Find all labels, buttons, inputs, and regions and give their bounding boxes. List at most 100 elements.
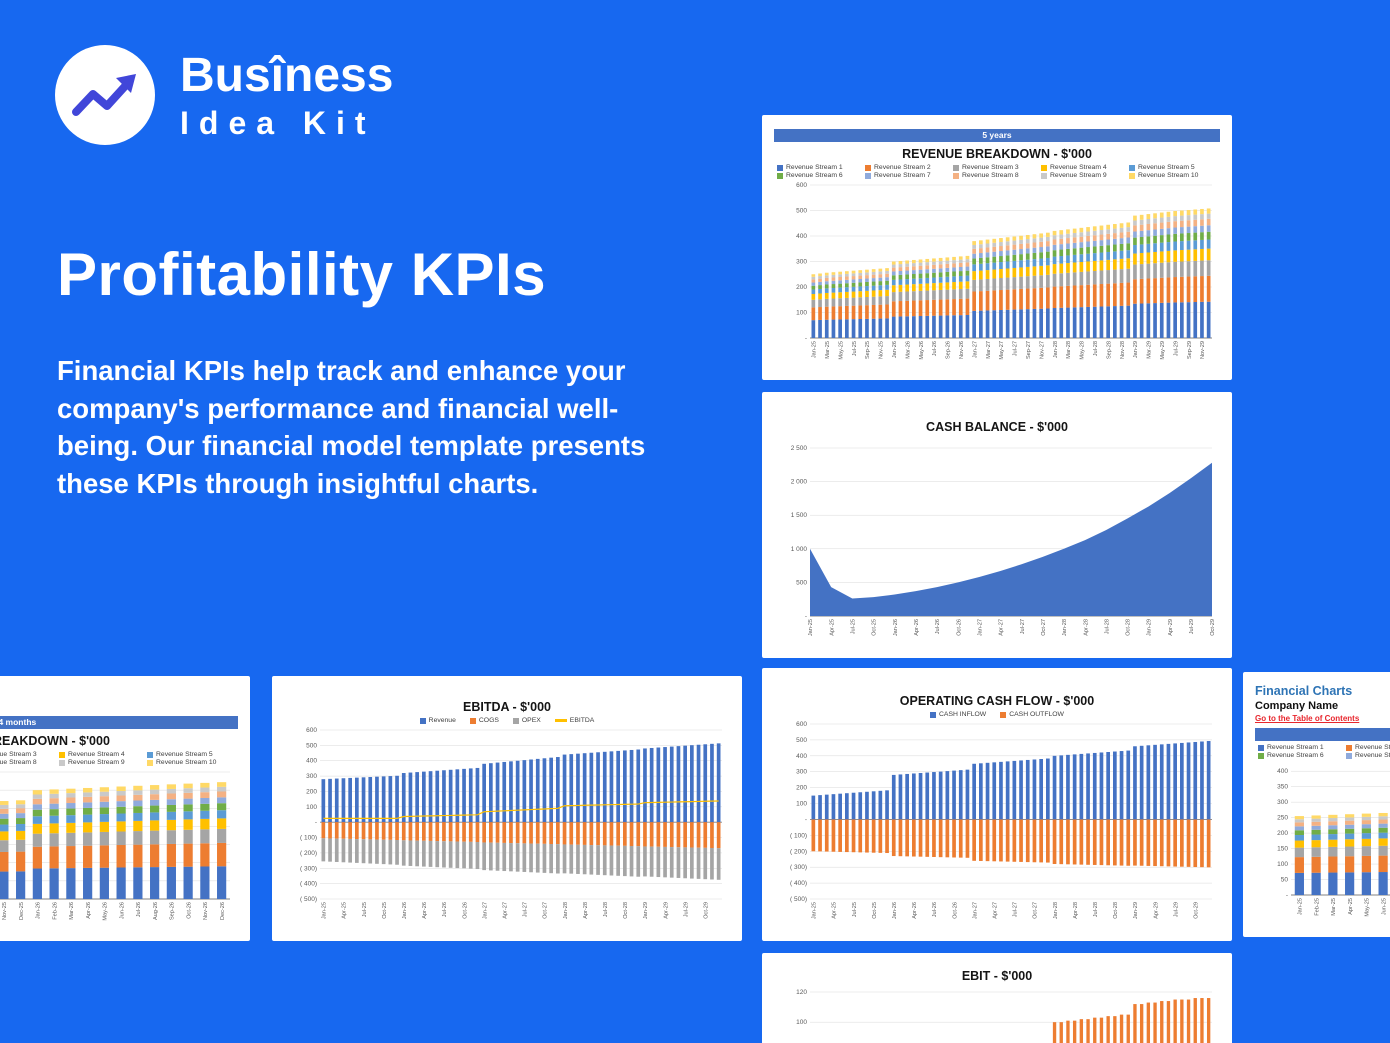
svg-text:Apr-28: Apr-28 [583,902,589,919]
svg-text:Jul-25: Jul-25 [852,341,858,356]
brand-name: Busîness Idea Kit [180,52,393,141]
svg-text:400: 400 [796,233,807,240]
svg-text:2 000: 2 000 [791,479,808,486]
svg-text:Sep-27: Sep-27 [1026,341,1032,359]
svg-text:( 300): ( 300) [790,864,807,871]
panel-ebit: EBIT - $'000 12010080604020-Jan-25Apr-25… [762,953,1232,1043]
panel-revenue-breakdown-24m: 24 months REVENUE BREAKDOWN - $'000 Reve… [0,676,250,941]
svg-text:-: - [315,819,317,826]
svg-text:( 500): ( 500) [300,896,317,903]
svg-text:( 200): ( 200) [300,850,317,857]
svg-text:Sep-26: Sep-26 [946,341,952,359]
svg-text:Feb-25: Feb-25 [1314,898,1320,916]
svg-text:Oct-29: Oct-29 [1193,902,1199,919]
svg-text:50: 50 [1281,877,1289,884]
svg-text:Nov-27: Nov-27 [1039,341,1045,359]
svg-text:Jan-25: Jan-25 [812,902,818,919]
legend-swatch [419,717,426,724]
svg-text:Nov-26: Nov-26 [203,902,209,920]
svg-text:Jan-26: Jan-26 [402,902,408,919]
svg-text:( 300): ( 300) [300,865,317,872]
svg-text:Jul-27: Jul-27 [1013,902,1019,917]
legend-item: Revenue Stream 2 [1346,744,1390,751]
svg-text:Feb-26: Feb-26 [52,902,58,920]
svg-text:Apr-28: Apr-28 [1073,902,1079,919]
legend-item: Revenue Stream 6 [1258,752,1346,759]
svg-text:Apr-28: Apr-28 [1083,619,1089,636]
svg-text:Jan-29: Jan-29 [1133,902,1139,919]
svg-text:-: - [805,335,807,342]
svg-text:500: 500 [306,742,317,749]
legend-item: Revenue Stream 8 [0,759,37,766]
svg-text:Jun-26: Jun-26 [119,902,125,919]
svg-text:400: 400 [1277,768,1288,775]
svg-text:1 500: 1 500 [791,512,808,519]
legend-swatch [1000,711,1007,718]
svg-text:Jan-27: Jan-27 [972,902,978,919]
svg-text:Oct-25: Oct-25 [382,902,388,919]
brand-name-line2: Idea Kit [180,105,376,141]
legend-swatch [147,751,153,758]
svg-text:Jul-29: Jul-29 [1173,341,1179,356]
svg-text:Oct-26: Oct-26 [952,902,958,919]
panel-revenue-breakdown-5y: 5 years REVENUE BREAKDOWN - $'000 Revenu… [762,115,1232,380]
page-description: Financial KPIs help track and enhance yo… [57,355,646,500]
svg-text:Apr-25: Apr-25 [1348,898,1354,915]
legend-swatch [1041,164,1047,171]
svg-text:Sep-29: Sep-29 [1187,341,1193,359]
legend-item: EBITDA [554,717,594,724]
svg-text:Mar-29: Mar-29 [1147,341,1153,359]
legend-swatch [59,751,65,758]
svg-text:Jul-28: Jul-28 [1104,619,1110,634]
panel-financial-charts: Financial Charts Company Name Go to the … [1243,672,1390,937]
svg-text:-: - [1286,892,1288,899]
svg-text:Dec-26: Dec-26 [220,902,226,920]
svg-text:Jun-25: Jun-25 [1381,898,1387,915]
chart-legend-ocf: CASH INFLOW CASH OUTFLOW [772,711,1222,718]
svg-text:Mar-28: Mar-28 [1066,341,1072,359]
legend-item: CASH INFLOW [930,711,986,718]
svg-text:Jul-25: Jul-25 [852,902,858,917]
svg-text:300: 300 [796,259,807,266]
legend-item: Revenue [419,717,456,724]
svg-text:120: 120 [796,989,807,996]
legend-swatch [777,164,783,171]
svg-text:Oct-26: Oct-26 [462,902,468,919]
svg-text:Oct-29: Oct-29 [703,902,709,919]
legend-swatch [777,172,783,179]
legend-swatch [1346,744,1352,751]
legend-item: Revenue Stream 3 [953,164,1041,171]
table-of-contents-link[interactable]: Go to the Table of Contents [1255,714,1360,723]
svg-text:2 500: 2 500 [791,445,808,452]
svg-text:Oct-28: Oct-28 [1126,619,1132,636]
svg-text:Jul-27: Jul-27 [1013,341,1019,356]
legend-item: Revenue Stream 10 [1129,172,1217,179]
svg-text:-: - [805,816,807,823]
svg-text:Sep-26: Sep-26 [170,902,176,920]
chart-title-ebitda: EBITDA - $'000 [463,700,551,714]
svg-text:( 400): ( 400) [790,880,807,887]
svg-text:Jan-27: Jan-27 [482,902,488,919]
legend-item: CASH OUTFLOW [1000,711,1064,718]
legend-swatch [1258,752,1264,759]
svg-text:Jan-25: Jan-25 [1298,898,1304,915]
svg-text:150: 150 [1277,846,1288,853]
svg-text:Jan-25: Jan-25 [812,341,818,358]
panel-cash-balance: CASH BALANCE - $'000 2 500 2 000 1 500 1 00… [762,392,1232,658]
svg-text:Oct-27: Oct-27 [543,902,549,919]
svg-text:Mar-26: Mar-26 [69,902,75,920]
legend-swatch [469,717,476,724]
chart-legend-revenue-5y: Revenue Stream 1 Revenue Stream 2 Revenue … [772,164,1222,179]
svg-text:Jan-27: Jan-27 [972,341,978,358]
svg-text:500: 500 [796,737,807,744]
svg-text:Nov-28: Nov-28 [1120,341,1126,359]
svg-text:Nov-29: Nov-29 [1200,341,1206,359]
svg-text:Jul-27: Jul-27 [1020,619,1026,634]
svg-text:Jan-26: Jan-26 [893,619,899,636]
legend-swatch [1129,164,1135,171]
legend-item: Revenue Stream 3 [0,751,37,758]
svg-text:Jan-27: Jan-27 [977,619,983,636]
page-title: Profitability KPIs [57,241,547,308]
svg-text:( 400): ( 400) [300,881,317,888]
